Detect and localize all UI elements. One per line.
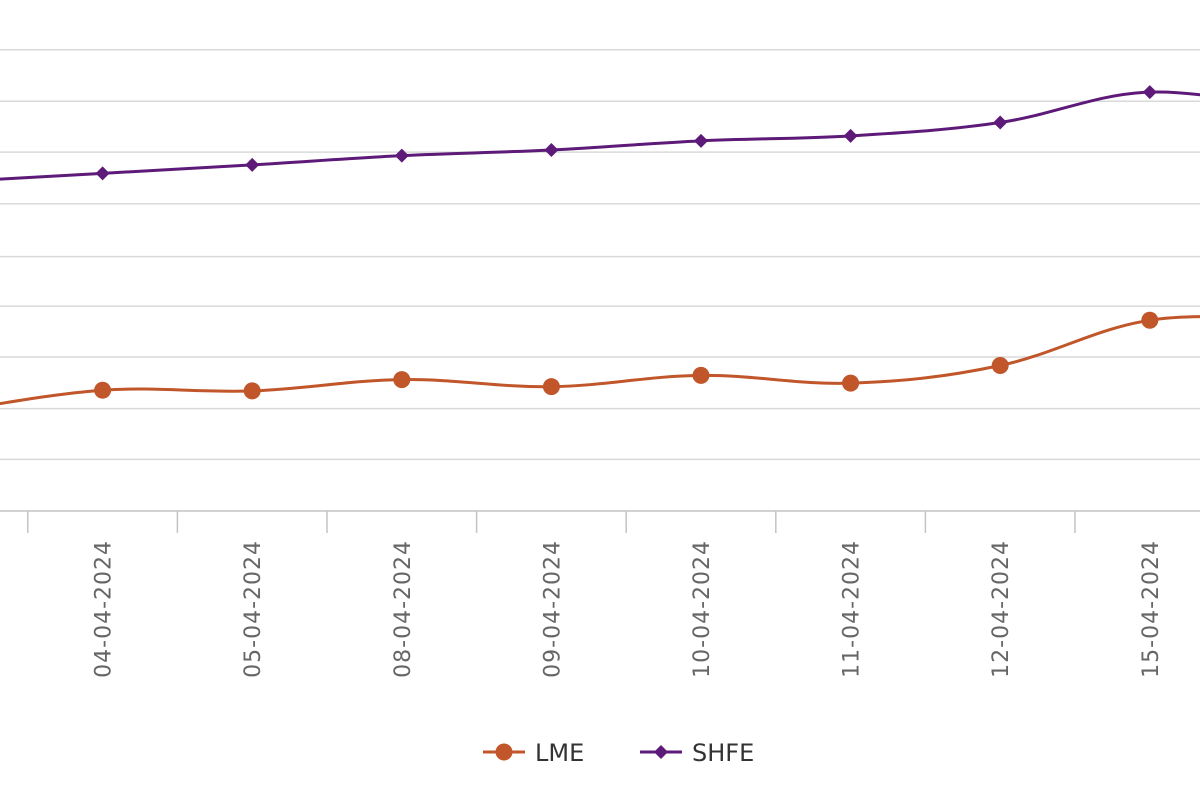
shfe-point[interactable] — [544, 143, 559, 158]
legend-item-lme[interactable]: LME — [483, 739, 584, 767]
shfe-point[interactable] — [843, 128, 858, 143]
x-tick-label: 05-04-2024 — [241, 540, 266, 678]
shfe-point[interactable] — [1142, 85, 1157, 100]
x-tick-label: 12-04-2024 — [989, 540, 1014, 678]
shfe-point[interactable] — [993, 115, 1008, 130]
y-gridlines — [0, 48, 1200, 461]
shfe-series-line — [0, 90, 1200, 181]
x-tick-label: 10-04-2024 — [690, 540, 715, 678]
lme-series-line — [0, 315, 1200, 406]
x-tick-label: 04-04-2024 — [92, 540, 117, 678]
lme-point[interactable] — [842, 374, 860, 392]
shfe-point[interactable] — [694, 133, 708, 148]
x-tick-label: 08-04-2024 — [391, 540, 416, 678]
legend-marker-shfe — [654, 745, 668, 759]
x-tick-label: 11-04-2024 — [840, 540, 865, 678]
legend-item-shfe[interactable]: SHFE — [640, 739, 754, 767]
shfe-point[interactable] — [394, 148, 409, 163]
lme-point[interactable] — [692, 366, 710, 384]
legend-label-lme: LME — [535, 739, 584, 767]
lme-point[interactable] — [243, 382, 261, 400]
lme-point[interactable] — [991, 356, 1009, 374]
shfe-point[interactable] — [245, 157, 260, 172]
lme-point[interactable] — [393, 371, 411, 389]
shfe-point[interactable] — [95, 166, 110, 181]
legend[interactable]: LME SHFE — [483, 739, 754, 767]
lme-point[interactable] — [94, 381, 112, 399]
legend-marker-lme — [495, 743, 513, 761]
legend-label-shfe: SHFE — [692, 739, 754, 767]
x-axis: 03-04-202404-04-202405-04-202408-04-2024… — [0, 510, 1200, 678]
x-tick-label: 15-04-2024 — [1139, 540, 1164, 678]
lme-point[interactable] — [1141, 311, 1159, 329]
series-layer — [0, 85, 1200, 406]
lme-point[interactable] — [542, 378, 560, 396]
x-tick-label: 09-04-2024 — [540, 540, 565, 678]
